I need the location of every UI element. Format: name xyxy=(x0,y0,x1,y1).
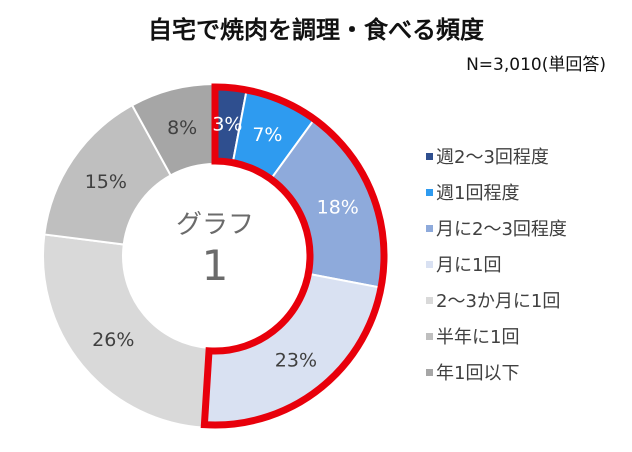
slice-label-4: 23% xyxy=(275,349,317,371)
highlight-border xyxy=(200,83,388,429)
slice-label-6: 15% xyxy=(85,171,127,193)
legend-label: 月に1回 xyxy=(436,255,502,276)
slice-5 xyxy=(42,233,211,429)
legend-item: 月に2～3回程度 xyxy=(426,212,567,248)
legend-swatch xyxy=(426,296,433,304)
legend-label: 週1回程度 xyxy=(436,183,520,204)
slice-label-7: 8% xyxy=(167,117,197,139)
legend-label: 半年に1回 xyxy=(436,327,520,348)
legend-swatch xyxy=(426,188,433,196)
legend-item: 半年に1回 xyxy=(426,320,567,356)
legend: 週2～3回程度 週1回程度月に2～3回程度 月に1回 2～3か月に1回 半年に1回年1回… xyxy=(426,140,567,392)
highlight-outline xyxy=(200,83,388,429)
legend-item: 週2～3回程度 xyxy=(426,140,567,176)
legend-label: 月に2～3回程度 xyxy=(436,219,567,240)
legend-swatch xyxy=(426,224,433,232)
legend-item: 月に1回 xyxy=(426,248,567,284)
legend-item: 年1回以下 xyxy=(426,356,567,392)
slice-labels: 3% 7% 18% 23% 26% 15% 8% xyxy=(85,114,359,372)
legend-swatch xyxy=(426,260,433,268)
center-label-line2: 1 xyxy=(201,241,229,290)
legend-swatch xyxy=(426,152,433,160)
chart-title: 自宅で焼肉を調理・食べる頻度 xyxy=(148,16,484,44)
slice-label-3: 18% xyxy=(317,196,359,218)
center-label-line1: グラフ xyxy=(175,210,254,240)
slice-label-1: 3% xyxy=(212,114,242,136)
legend-label: 年1回以下 xyxy=(436,363,520,384)
slice-label-5: 26% xyxy=(92,329,134,351)
legend-swatch xyxy=(426,332,433,340)
legend-label: 週2～3回程度 xyxy=(436,147,549,168)
legend-item: 週1回程度 xyxy=(426,176,567,212)
legend-swatch xyxy=(426,368,433,376)
legend-item: 2～3か月に1回 xyxy=(426,284,567,320)
slice-label-2: 7% xyxy=(252,124,282,146)
chart-subtitle: N=3,010(単回答) xyxy=(466,55,606,75)
legend-label: 2～3か月に1回 xyxy=(436,291,561,312)
